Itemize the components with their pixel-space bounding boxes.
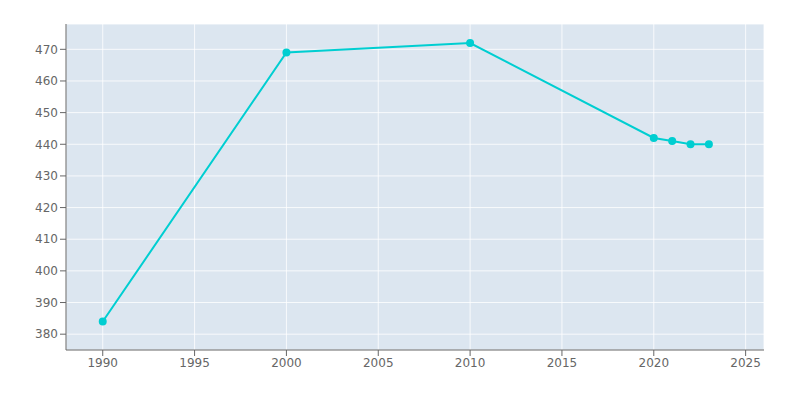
svg-text:2025: 2025	[730, 356, 761, 370]
svg-text:1995: 1995	[179, 356, 210, 370]
svg-text:420: 420	[35, 201, 58, 215]
svg-text:2010: 2010	[455, 356, 486, 370]
svg-text:410: 410	[35, 232, 58, 246]
svg-text:380: 380	[35, 327, 58, 341]
svg-text:460: 460	[35, 74, 58, 88]
svg-text:2020: 2020	[639, 356, 670, 370]
svg-text:390: 390	[35, 296, 58, 310]
svg-text:2000: 2000	[271, 356, 302, 370]
svg-text:2015: 2015	[547, 356, 578, 370]
svg-text:470: 470	[35, 43, 58, 57]
svg-text:450: 450	[35, 106, 58, 120]
svg-text:400: 400	[35, 264, 58, 278]
svg-text:430: 430	[35, 169, 58, 183]
svg-text:2005: 2005	[363, 356, 394, 370]
svg-text:1990: 1990	[87, 356, 118, 370]
svg-text:440: 440	[35, 138, 58, 152]
